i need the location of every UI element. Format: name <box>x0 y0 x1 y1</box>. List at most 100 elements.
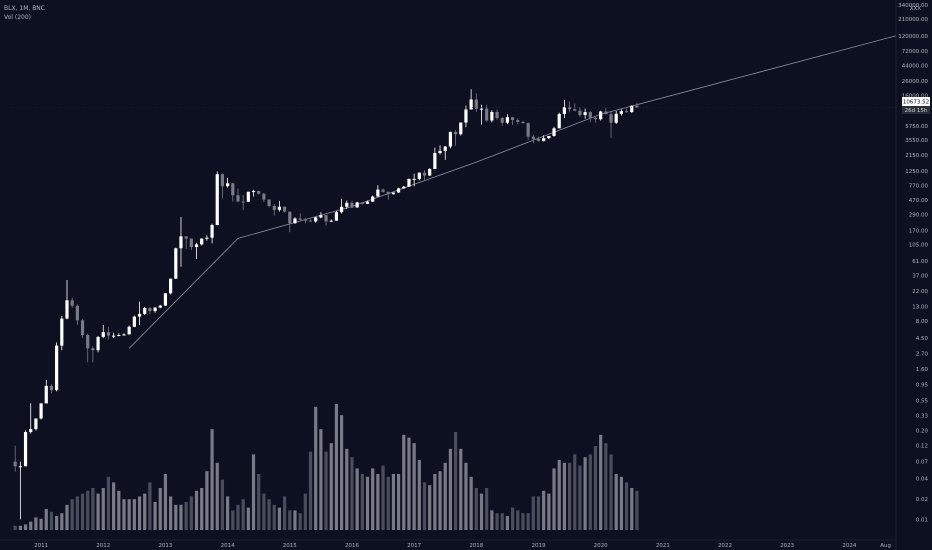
time-tick-label: 2024 <box>842 543 856 549</box>
candle-body <box>593 117 598 120</box>
time-tick-label: 2013 <box>158 543 172 549</box>
volume-bar <box>189 496 193 530</box>
volume-bar <box>562 462 566 530</box>
volume-bar <box>536 496 541 530</box>
volume-bar <box>557 460 561 530</box>
trendline <box>128 35 897 349</box>
candle-body <box>319 215 323 218</box>
volume-bar <box>624 482 629 530</box>
candle-body <box>49 385 54 391</box>
volume-bar <box>246 507 250 530</box>
volume-bar <box>371 468 375 530</box>
volume-bar <box>386 476 390 530</box>
candle-body <box>80 320 85 336</box>
candle-body <box>609 114 613 123</box>
candle-body <box>91 348 95 351</box>
volume-bar <box>277 507 282 530</box>
symbol-legend: BLX, 1M, BNC <box>4 5 45 12</box>
candle-body <box>293 218 297 224</box>
candle-body <box>163 293 168 306</box>
countdown-badge-bg <box>902 106 930 114</box>
candle-body <box>277 206 282 211</box>
volume-bar <box>391 474 396 530</box>
candle-body <box>251 191 256 193</box>
price-tick-label: 44000.00 <box>902 64 929 70</box>
volume-bar <box>267 499 271 530</box>
volume-bar <box>29 521 33 530</box>
volume-bar <box>13 525 17 530</box>
price-tick-label: 0.04 <box>916 476 929 482</box>
candle-body <box>428 168 432 176</box>
time-tick-label: 2018 <box>469 543 483 549</box>
volume-bar <box>132 499 136 530</box>
candle-body <box>231 183 235 196</box>
volume-bar <box>578 465 582 530</box>
volume-bar <box>459 448 463 530</box>
price-tick-label: 170.00 <box>909 228 929 234</box>
price-tick-label: 1.60 <box>916 367 929 373</box>
time-tick-label: 2017 <box>407 543 421 549</box>
volume-bar <box>360 474 364 530</box>
candle-body <box>137 313 142 317</box>
candle-body <box>106 332 111 336</box>
price-axis[interactable]: 340000.00 210000.00 120000.00 72000.00 44000… <box>895 0 929 550</box>
price-badge: 10673.52 26d 15h <box>902 97 930 114</box>
candle-body <box>433 153 437 169</box>
price-tick-label: 0.20 <box>916 429 929 435</box>
candle-body <box>272 205 276 211</box>
volume-bar <box>220 479 225 530</box>
volume-bar <box>412 443 416 530</box>
volume-bar <box>262 493 266 530</box>
volume-bar <box>376 474 380 530</box>
volume-bar <box>340 415 344 530</box>
volume-bar <box>510 507 515 530</box>
time-tick-label: Aug <box>880 543 891 549</box>
volume-bar <box>355 468 359 530</box>
volume-bar <box>174 504 178 530</box>
candle-body <box>381 189 385 192</box>
price-tick-label: 3550.00 <box>905 138 928 144</box>
volume-bar <box>158 488 162 530</box>
volume-bar <box>293 510 297 530</box>
volume-bar <box>127 499 131 530</box>
volume-bar <box>303 493 307 530</box>
volume-bar <box>417 460 421 530</box>
volume-bar <box>329 443 333 530</box>
time-tick-label: 2021 <box>656 543 670 549</box>
price-tick-label: 120000.00 <box>898 34 928 40</box>
volume-bar <box>542 490 546 530</box>
time-tick-label: 2015 <box>283 543 297 549</box>
volume-bar <box>96 493 100 530</box>
time-axis[interactable]: 2011 2012 2013 2014 2015 2016 2017 2018 2019 2020… <box>0 539 896 549</box>
candle-body <box>179 236 183 249</box>
time-tick-label: 2019 <box>531 543 545 549</box>
candle-body <box>75 305 79 321</box>
price-tick-label: 0.02 <box>916 497 928 503</box>
candle-body <box>169 278 173 294</box>
volume-bar <box>117 490 121 530</box>
candle-body <box>65 300 69 319</box>
candle-body <box>117 335 121 337</box>
volume-bar <box>604 443 608 530</box>
candle-body <box>226 183 230 187</box>
volume-bar <box>588 454 592 530</box>
volume-bars <box>13 404 639 530</box>
price-tick-label: 0.33 <box>916 414 929 420</box>
candle-body <box>86 335 90 349</box>
volume-bar <box>91 488 95 530</box>
candle-body <box>578 110 582 116</box>
candle-body <box>531 136 535 139</box>
volume-bar <box>319 429 323 530</box>
candle-body <box>158 305 162 308</box>
candle-body <box>267 199 271 206</box>
candle-body <box>350 202 354 208</box>
candle-body <box>479 108 484 110</box>
volume-bar <box>526 513 530 530</box>
volume-bar <box>236 504 240 530</box>
candle-body <box>39 403 43 419</box>
candle-body <box>516 120 520 122</box>
volume-bar <box>210 429 214 530</box>
volume-legend: Vol (200) <box>4 14 32 21</box>
volume-bar <box>428 485 432 530</box>
